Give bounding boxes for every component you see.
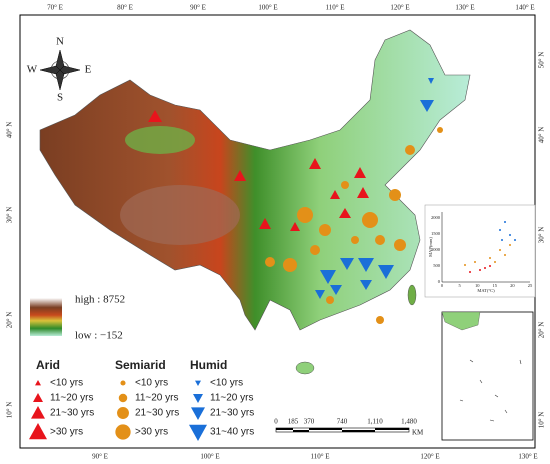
scale-unit: KM <box>412 429 424 437</box>
lon-label-top: 120° E <box>390 4 409 12</box>
hainan <box>295 361 315 375</box>
lat-label-right: 50° N <box>538 52 546 69</box>
legend-label: 21~30 yrs <box>135 408 179 419</box>
inset-x-label: MAT(°C) <box>477 288 495 293</box>
legend-symbol <box>191 407 205 420</box>
scale-bar <box>275 427 410 433</box>
legend-label: 11~20 yrs <box>50 393 93 404</box>
lat-label-right: 30° N <box>538 227 546 244</box>
legend-title: Humid <box>190 358 227 372</box>
inset-y-tick: 500 <box>433 263 441 268</box>
inset-x-tick: 20 <box>510 283 515 288</box>
legend-label: 21~30 yrs <box>50 408 94 419</box>
legend-symbol <box>117 407 129 419</box>
lon-label-bottom: 130° E <box>518 453 537 461</box>
china-terrain <box>39 29 471 331</box>
legend-symbol <box>35 380 41 386</box>
scale-label: 740 <box>337 418 348 426</box>
lon-label-bottom: 100° E <box>200 453 219 461</box>
taiwan <box>407 284 417 306</box>
inset-x-tick: 15 <box>493 283 498 288</box>
legend-label: <10 yrs <box>135 378 168 389</box>
legend-symbol <box>189 424 207 441</box>
legend-title: Arid <box>36 358 60 372</box>
lon-label-top: 100° E <box>258 4 277 12</box>
compass-s: S <box>57 92 63 104</box>
inset-y-tick: 1500 <box>431 231 441 236</box>
scale-label: 1,480 <box>401 418 417 426</box>
legend-label: >30 yrs <box>135 427 168 438</box>
lon-label-top: 130° E <box>455 4 474 12</box>
inset-x-tick: 10 <box>475 283 480 288</box>
legend-label: 11~20 yrs <box>135 393 178 404</box>
elevation-high: high : 8752 <box>75 294 125 306</box>
lon-label-top: 90° E <box>190 4 206 12</box>
lat-label-left: 30° N <box>6 207 14 224</box>
legend-label: <10 yrs <box>210 378 243 389</box>
legend-label: 11~20 yrs <box>210 393 253 404</box>
legend-label: 31~40 yrs <box>210 427 254 438</box>
inset-x-tick: 5 <box>458 283 461 288</box>
sea-inset <box>441 311 534 441</box>
legend-symbol <box>120 380 126 386</box>
compass-n: N <box>56 36 64 48</box>
compass <box>39 49 81 91</box>
site-markers <box>148 78 443 324</box>
lat-label-right: 20° N <box>538 322 546 339</box>
lat-label-right: 10° N <box>538 412 546 429</box>
legend-title: Semiarid <box>115 358 166 372</box>
compass-w: W <box>27 64 38 76</box>
semiarid-sites <box>265 127 443 324</box>
elevation-bar <box>30 298 62 336</box>
scale-label: 370 <box>304 418 315 426</box>
legend-symbol <box>195 380 201 386</box>
legend-symbol <box>29 423 47 440</box>
scale-label: 1,110 <box>367 418 383 426</box>
tibet-plateau <box>120 185 240 245</box>
lat-label-left: 20° N <box>6 312 14 329</box>
inset-y-tick: 0 <box>438 279 441 284</box>
scale-label: 185 <box>288 418 299 426</box>
inset-y-tick: 1000 <box>431 247 441 252</box>
inset-scatter <box>424 204 536 298</box>
basin <box>125 126 195 154</box>
elevation-low: low : −152 <box>75 330 123 342</box>
lon-label-bottom: 110° E <box>310 453 329 461</box>
legend-symbol <box>33 393 43 402</box>
lon-label-top: 80° E <box>117 4 133 12</box>
lon-label-top: 110° E <box>325 4 344 12</box>
lat-label-right: 40° N <box>538 127 546 144</box>
legend-label: 21~30 yrs <box>210 408 254 419</box>
humid-sites <box>315 78 434 299</box>
lat-label-left: 40° N <box>6 122 14 139</box>
lon-label-bottom: 90° E <box>92 453 108 461</box>
legend-label: <10 yrs <box>50 378 83 389</box>
compass-e: E <box>85 64 92 76</box>
inset-y-tick: 2000 <box>431 215 441 220</box>
lon-label-top: 140° E <box>515 4 534 12</box>
legend-symbol <box>193 394 203 403</box>
lat-label-left: 10° N <box>6 402 14 419</box>
lon-label-top: 70° E <box>47 4 63 12</box>
legend-symbol <box>31 406 45 419</box>
legend-symbol <box>115 424 131 440</box>
lon-label-bottom: 120° E <box>420 453 439 461</box>
legend-label: >30 yrs <box>50 427 83 438</box>
inset-x-tick: 25 <box>528 283 533 288</box>
scale-label: 0 <box>274 418 278 426</box>
legend-symbol <box>118 393 128 403</box>
inset-y-label: MAP(mm) <box>428 237 433 257</box>
inset-x-tick: 0 <box>441 283 444 288</box>
